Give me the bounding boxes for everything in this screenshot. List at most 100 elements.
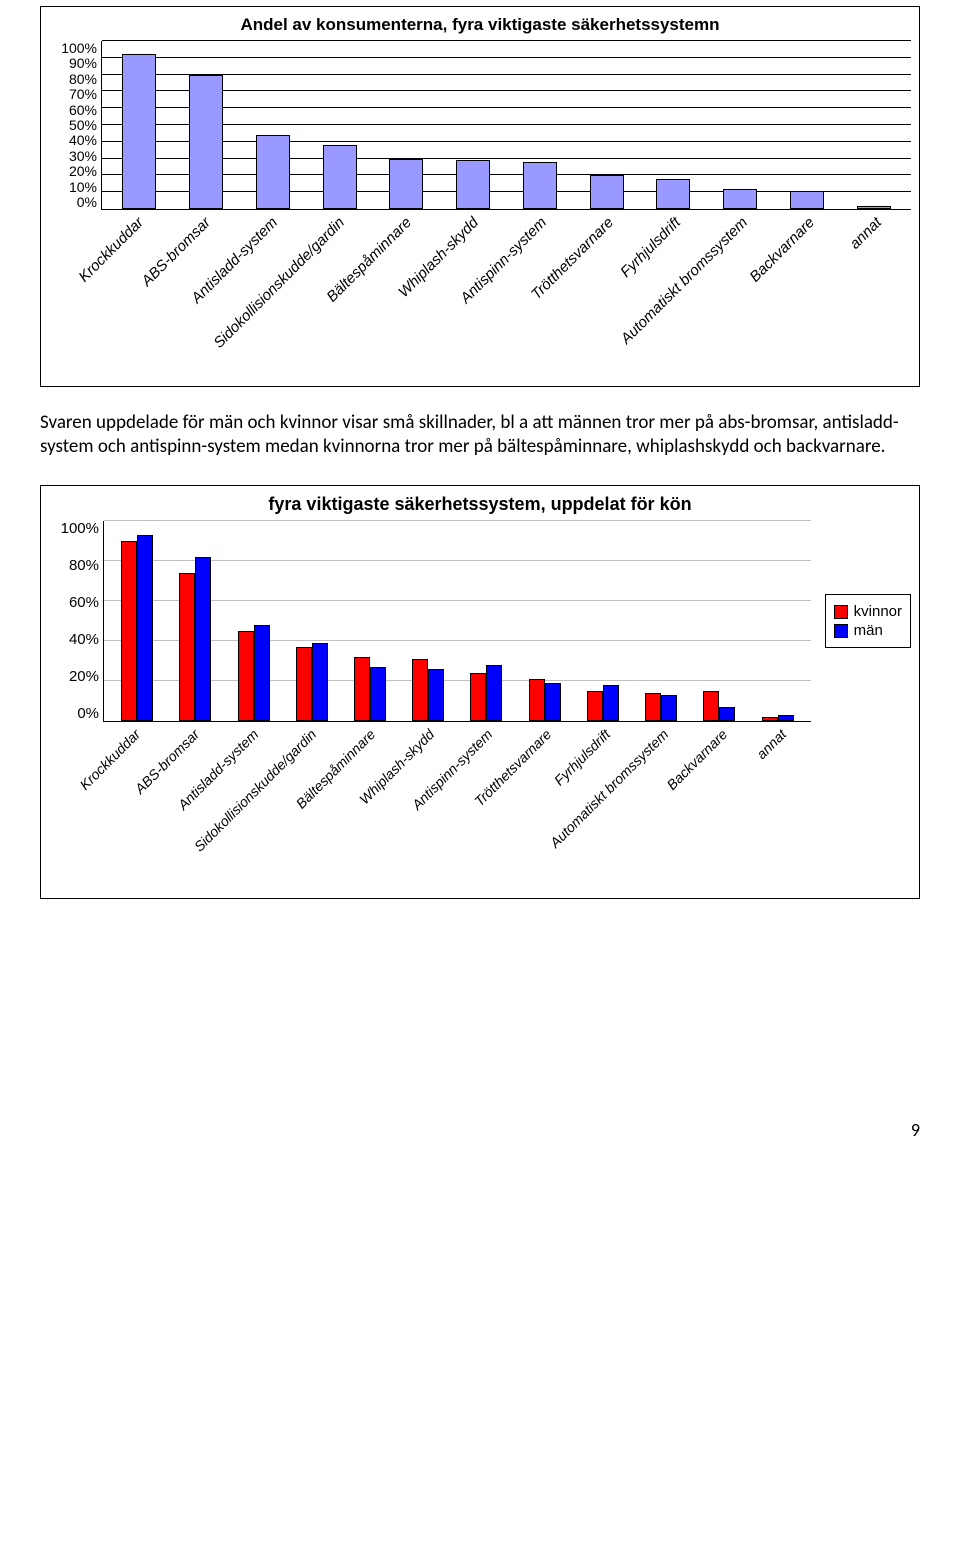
bar — [412, 659, 428, 721]
bar — [238, 631, 254, 721]
bar-column — [690, 691, 748, 721]
bar-column — [283, 643, 341, 721]
bar-column — [166, 557, 224, 721]
ytick-label: 100% — [61, 521, 99, 536]
bar-column — [399, 659, 457, 721]
bar-column — [457, 665, 515, 721]
bar — [790, 191, 824, 209]
bar-column — [840, 206, 907, 209]
bar — [121, 541, 137, 721]
gridline — [104, 520, 811, 521]
bar — [590, 175, 624, 209]
ytick-label: 100% — [61, 41, 97, 55]
bar-column — [574, 685, 632, 721]
ytick-label: 0% — [77, 706, 99, 721]
xtick-label: Automatiskt bromssystem — [706, 210, 773, 380]
bar-group — [354, 657, 386, 721]
axis-spacer — [49, 722, 99, 892]
bar-group — [238, 625, 270, 721]
chart2-plot — [103, 521, 811, 722]
bar — [719, 707, 735, 721]
chart1-xaxis: KrockkuddarABS-bromsarAntisladd-systemSi… — [49, 210, 911, 380]
chart2-xlabels: KrockkuddarABS-bromsarAntisladd-systemSi… — [99, 722, 811, 892]
gridline — [102, 40, 911, 41]
bar-group — [179, 557, 211, 721]
chart1-title: Andel av konsumenterna, fyra viktigaste … — [49, 15, 911, 35]
ytick-label: 90% — [69, 56, 97, 70]
bar — [661, 695, 677, 721]
chart1-plot — [101, 41, 911, 210]
bar — [254, 625, 270, 721]
xtick-label: Backvarnare — [690, 722, 749, 892]
bar-column — [373, 159, 440, 209]
bar — [189, 75, 223, 209]
chart1-yaxis: 100%90%80%70%60%50%40%30%20%10%0% — [49, 41, 101, 209]
bar-column — [774, 191, 841, 209]
xtick-label: Trötthetsvarnare — [514, 722, 573, 892]
chart2-legend: kvinnor män — [825, 594, 911, 648]
bar — [470, 673, 486, 721]
bar — [456, 160, 490, 209]
bar — [389, 159, 423, 209]
bar — [195, 557, 211, 721]
bar-column — [516, 679, 574, 721]
bar-column — [224, 625, 282, 721]
bar-column — [108, 535, 166, 721]
bar-column — [306, 145, 373, 209]
xtick-label: Backvarnare — [773, 210, 840, 380]
xtick-label: annat — [748, 722, 807, 892]
bar — [545, 683, 561, 721]
bar-column — [106, 54, 173, 209]
xtick-label: Krockkuddar — [101, 210, 168, 380]
body-paragraph: Svaren uppdelade för män och kvinnor vis… — [40, 411, 920, 459]
bar — [529, 679, 545, 721]
bar — [603, 685, 619, 721]
legend-label: kvinnor — [854, 603, 902, 620]
bar — [703, 691, 719, 721]
bar — [723, 189, 757, 209]
bar-group — [412, 659, 444, 721]
page-root: Andel av konsumenterna, fyra viktigaste … — [0, 6, 960, 1161]
gridline — [102, 57, 911, 58]
ytick-label: 30% — [69, 149, 97, 163]
ytick-label: 40% — [69, 632, 99, 647]
bar — [778, 715, 794, 721]
bar-column — [173, 75, 240, 209]
ytick-label: 0% — [77, 195, 97, 209]
chart2-plotrow: 100%80%60%40%20%0% kvinnormän — [49, 521, 911, 722]
bar-column — [440, 160, 507, 209]
bar-group — [296, 643, 328, 721]
bar — [370, 667, 386, 721]
bar — [122, 54, 156, 209]
bar — [857, 206, 891, 209]
chart2-xaxis: KrockkuddarABS-bromsarAntisladd-systemSi… — [49, 722, 911, 892]
ytick-label: 60% — [69, 595, 99, 610]
ytick-label: 60% — [69, 103, 97, 117]
bar-group — [703, 691, 735, 721]
bar-group — [645, 693, 677, 721]
ytick-label: 70% — [69, 87, 97, 101]
legend-swatch — [834, 624, 848, 638]
xtick-label: Automatiskt bromssystem — [631, 722, 690, 892]
legend-label: män — [854, 622, 883, 639]
bar — [312, 643, 328, 721]
xtick-label: annat — [840, 210, 907, 380]
axis-spacer — [49, 210, 97, 380]
bar-column — [748, 715, 806, 721]
bar-group — [121, 535, 153, 721]
ytick-label: 40% — [69, 133, 97, 147]
chart1-plotrow: 100%90%80%70%60%50%40%30%20%10%0% — [49, 41, 911, 210]
bar-column — [573, 175, 640, 209]
bar — [587, 691, 603, 721]
legend-spacer — [811, 722, 911, 892]
bar — [354, 657, 370, 721]
xtick-label: Krockkuddar — [103, 722, 162, 892]
bar — [656, 179, 690, 209]
bar — [486, 665, 502, 721]
ytick-label: 20% — [69, 164, 97, 178]
bar-column — [640, 179, 707, 209]
legend-item: kvinnor — [834, 603, 902, 620]
bar-column — [341, 657, 399, 721]
chart1-xlabels: KrockkuddarABS-bromsarAntisladd-systemSi… — [97, 210, 911, 380]
ytick-label: 80% — [69, 558, 99, 573]
